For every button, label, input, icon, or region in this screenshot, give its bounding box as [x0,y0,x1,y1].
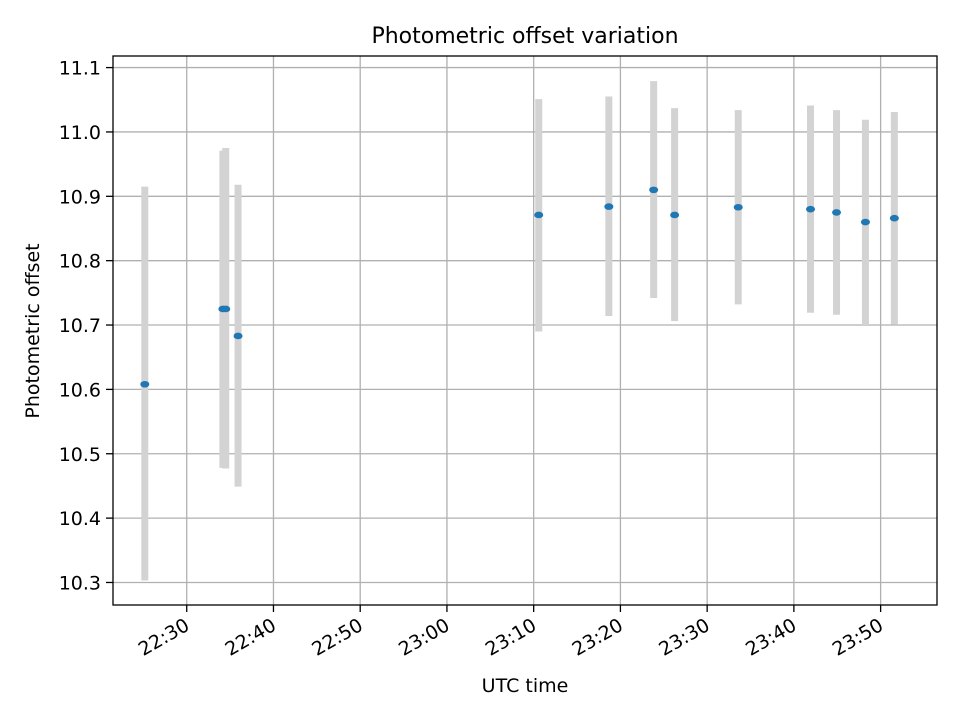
y-tick-label: 10.6 [59,379,101,401]
y-tick-label: 11.1 [59,58,101,80]
y-tick-label: 10.7 [59,315,101,337]
data-point [670,211,680,219]
data-point [140,380,150,388]
y-tick-label: 11.0 [59,122,101,144]
data-point [534,211,544,219]
data-point [221,305,231,313]
data-point [604,203,614,210]
grid-lines [113,56,937,605]
data-markers [140,186,899,388]
y-tick-label: 10.3 [59,572,101,594]
y-tick-label: 10.5 [59,444,101,466]
x-axis-label: UTC time [482,675,569,697]
data-point [806,205,816,213]
data-point [860,218,870,226]
plot-frame [112,55,938,606]
data-point [889,214,899,222]
y-axis-label: Photometric offset [22,243,44,418]
data-point [649,186,659,194]
data-point [233,332,243,340]
data-point [733,203,743,211]
y-axis-ticks: 10.3 10.4 10.5 10.6 10.7 10.8 10.9 11.0 11.1 [59,58,113,594]
data-point [832,209,842,216]
chart-title: Photometric offset variation [371,24,678,49]
y-tick-label: 10.8 [59,251,101,273]
y-tick-label: 10.9 [59,186,101,208]
y-tick-label: 10.4 [59,508,101,530]
